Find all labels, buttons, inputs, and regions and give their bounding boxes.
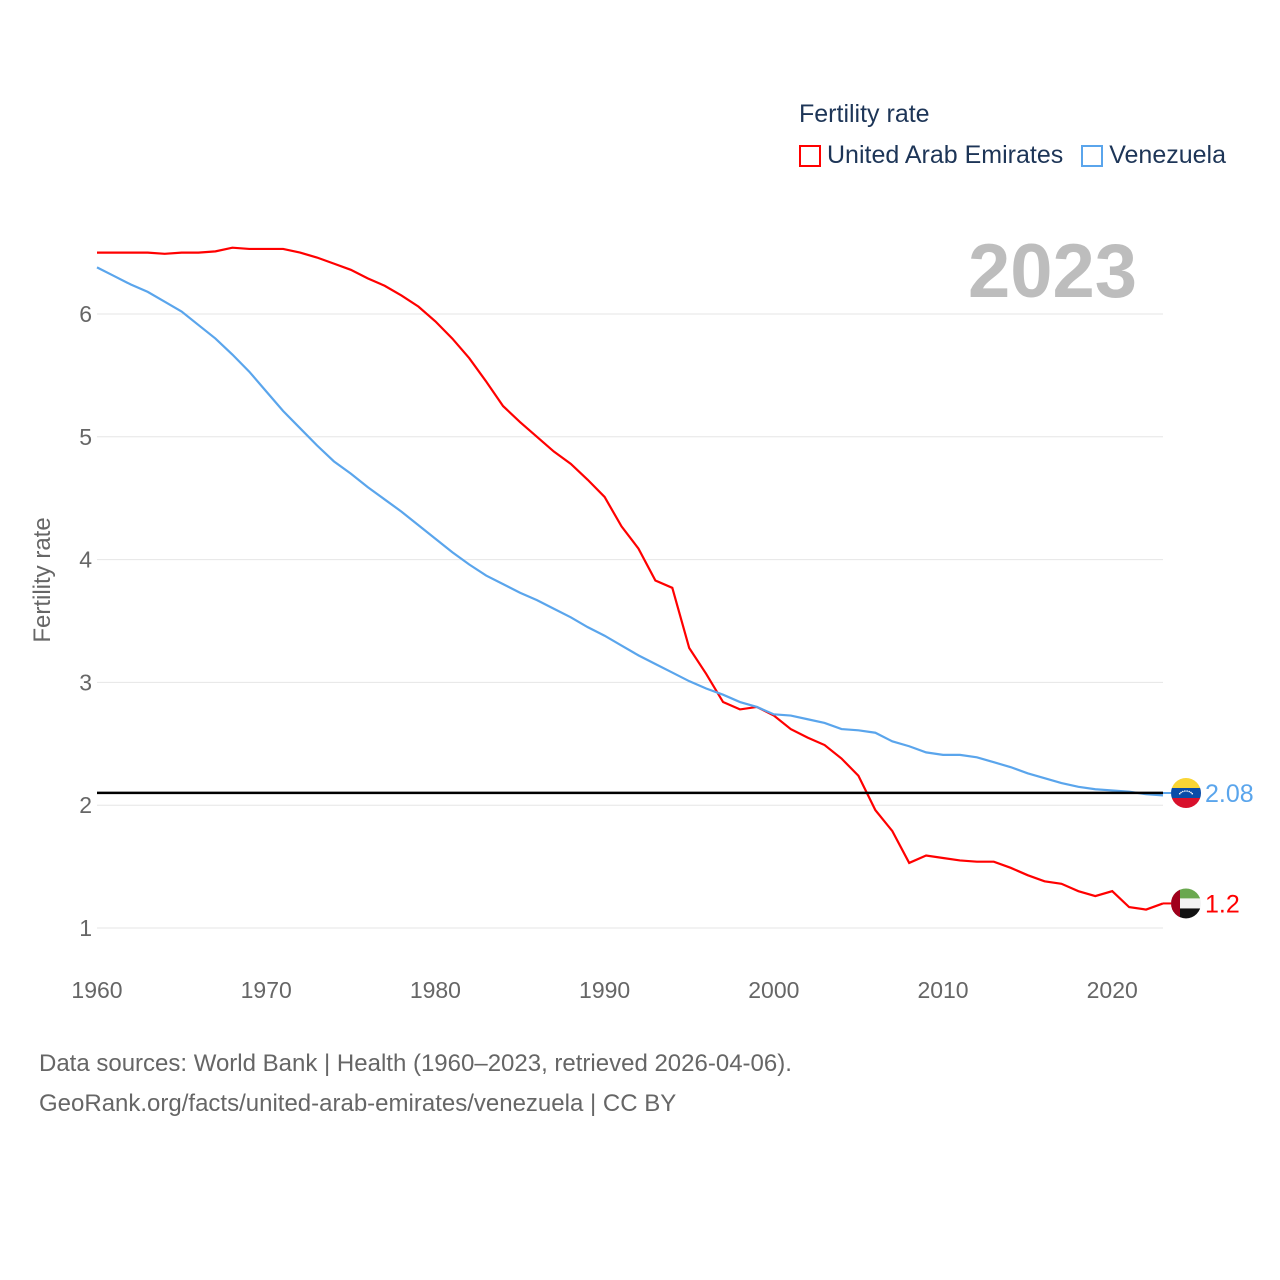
- y-tick-label: 2: [79, 792, 92, 818]
- y-tick-label: 4: [79, 547, 92, 573]
- x-tick-label: 1970: [241, 977, 292, 1003]
- legend-label-venezuela: Venezuela: [1109, 141, 1226, 169]
- source-link[interactable]: GeoRank.org/facts/united-arab-emirates/v…: [39, 1090, 677, 1117]
- footer: Data sources: World Bank | Health (1960–…: [39, 1044, 792, 1124]
- legend-title: Fertility rate: [799, 100, 930, 128]
- venezuela-flag-icon: [1171, 778, 1201, 808]
- y-tick-label: 3: [79, 669, 92, 695]
- end-value-label: 2.08: [1205, 780, 1254, 808]
- end-value-label: 1.2: [1205, 890, 1240, 918]
- y-tick-label: 1: [79, 915, 92, 941]
- x-tick-label: 1960: [71, 977, 122, 1003]
- legend: Fertility rate United Arab Emirates Vene…: [799, 100, 1226, 170]
- legend-item-uae[interactable]: United Arab Emirates: [799, 141, 1063, 170]
- x-tick-label: 2020: [1087, 977, 1138, 1003]
- x-tick-label: 2000: [748, 977, 799, 1003]
- x-tick-label: 1980: [410, 977, 461, 1003]
- x-tick-label: 2010: [917, 977, 968, 1003]
- legend-swatch-venezuela: [1081, 144, 1104, 167]
- data-source-text: Data sources: World Bank | Health (1960–…: [39, 1050, 792, 1077]
- series-line-uae: [97, 246, 1164, 911]
- series-line-venezuela: [96, 266, 1164, 797]
- y-tick-label: 5: [79, 424, 92, 450]
- y-axis-label: Fertility rate: [29, 517, 56, 642]
- legend-item-venezuela[interactable]: Venezuela: [1081, 141, 1226, 170]
- year-label: 2023: [968, 229, 1138, 314]
- y-tick-label: 6: [79, 301, 92, 327]
- legend-swatch-uae: [799, 144, 821, 167]
- x-tick-label: 1990: [579, 977, 630, 1003]
- legend-label-uae: United Arab Emirates: [827, 141, 1064, 169]
- uae-flag-icon: [1171, 888, 1201, 919]
